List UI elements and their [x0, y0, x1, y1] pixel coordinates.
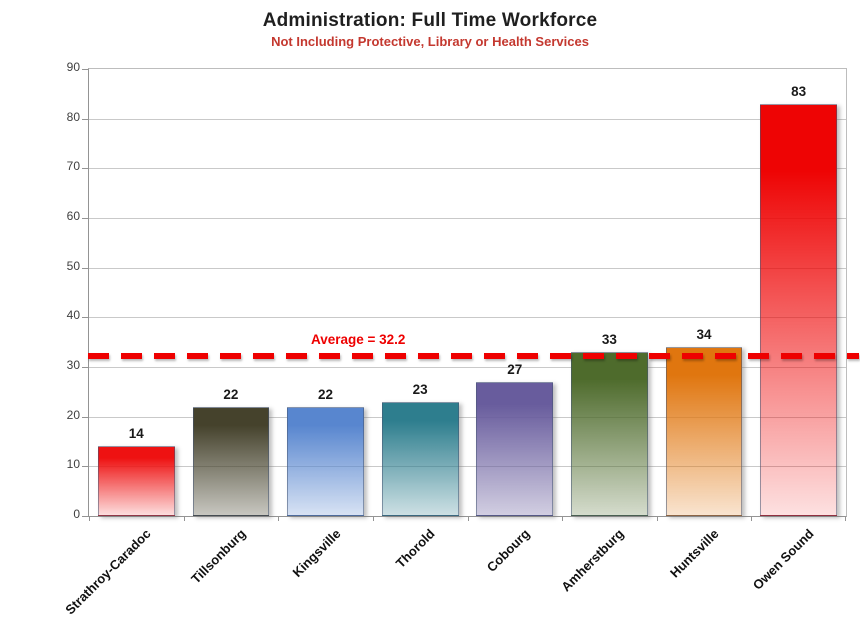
category-label: Cobourg	[483, 526, 533, 575]
x-axis-tick	[562, 516, 564, 521]
y-tick-label: 90	[66, 60, 80, 74]
y-tick-label: 50	[66, 258, 80, 273]
category-label: Owen Sound	[749, 526, 817, 593]
y-axis-tick	[82, 466, 89, 468]
average-line-label: Average = 32.2	[311, 332, 406, 348]
y-axis-tick	[82, 317, 89, 319]
y-axis-tick	[82, 516, 89, 517]
gridline	[89, 168, 846, 170]
x-axis-tick	[845, 516, 846, 521]
average-line	[88, 353, 859, 360]
bar	[287, 406, 364, 516]
y-axis-tick	[82, 367, 89, 369]
y-tick-label: 0	[73, 507, 80, 521]
bar-value-label: 83	[791, 83, 807, 99]
bar-value-label: 27	[507, 361, 523, 377]
x-axis-tick	[183, 516, 185, 521]
category-label: Kingsville	[289, 526, 344, 581]
x-axis-tick	[467, 516, 469, 521]
x-axis-tick	[751, 516, 753, 521]
bar	[476, 381, 554, 516]
bar-value-label: 22	[318, 386, 334, 402]
y-tick-label: 10	[66, 457, 80, 472]
gridline	[89, 466, 846, 468]
bar-value-label: 14	[128, 426, 144, 442]
x-axis-tick	[372, 516, 374, 521]
bar-value-label: 33	[601, 332, 617, 348]
x-axis: Strathroy-Caradoc Tillsonburg Kingsville Th…	[63, 516, 845, 622]
gridline	[89, 416, 846, 418]
y-axis-tick	[82, 118, 89, 120]
y-axis: 0 10 20 30 40 50 60 70 80 90	[48, 60, 80, 521]
y-tick-label: 60	[66, 209, 80, 224]
bar	[97, 446, 175, 516]
bar	[571, 352, 648, 516]
bar	[760, 103, 837, 516]
gridline	[89, 267, 846, 269]
x-axis-tick	[656, 516, 658, 521]
bar-value-label: 23	[412, 381, 428, 397]
chart-subtitle: Not Including Protective, Library or Hea…	[271, 34, 589, 49]
y-axis-tick	[82, 416, 89, 418]
y-axis-tick	[82, 69, 89, 70]
bar-value-label: 22	[223, 386, 239, 402]
x-axis-tick	[89, 516, 90, 521]
gridline	[89, 367, 846, 369]
gridline	[89, 118, 846, 120]
category-label: Amherstburg	[558, 526, 628, 595]
x-axis-tick	[278, 516, 280, 521]
y-tick-label: 70	[66, 159, 80, 174]
bar	[192, 406, 270, 516]
gridline	[89, 218, 846, 220]
category-label: Tillsonburg	[188, 526, 249, 587]
bar	[381, 401, 459, 516]
bar	[665, 347, 743, 516]
y-tick-label: 40	[66, 308, 80, 323]
y-axis-tick	[82, 168, 89, 170]
y-tick-label: 20	[66, 407, 80, 422]
bar-value-label: 34	[696, 327, 712, 343]
y-axis-tick	[82, 267, 89, 269]
category-label: Huntsville	[667, 526, 722, 581]
category-label: Thorold	[392, 526, 438, 571]
gridline	[89, 317, 846, 319]
y-tick-label: 80	[66, 109, 80, 124]
plot-area: 14 22 22 23 27 33 34 83 Average = 32.2	[82, 68, 859, 521]
y-tick-label: 30	[66, 358, 80, 373]
category-label: Strathroy-Caradoc	[62, 526, 154, 618]
chart-title: Administration: Full Time Workforce	[262, 10, 598, 31]
y-axis-tick	[82, 218, 89, 220]
